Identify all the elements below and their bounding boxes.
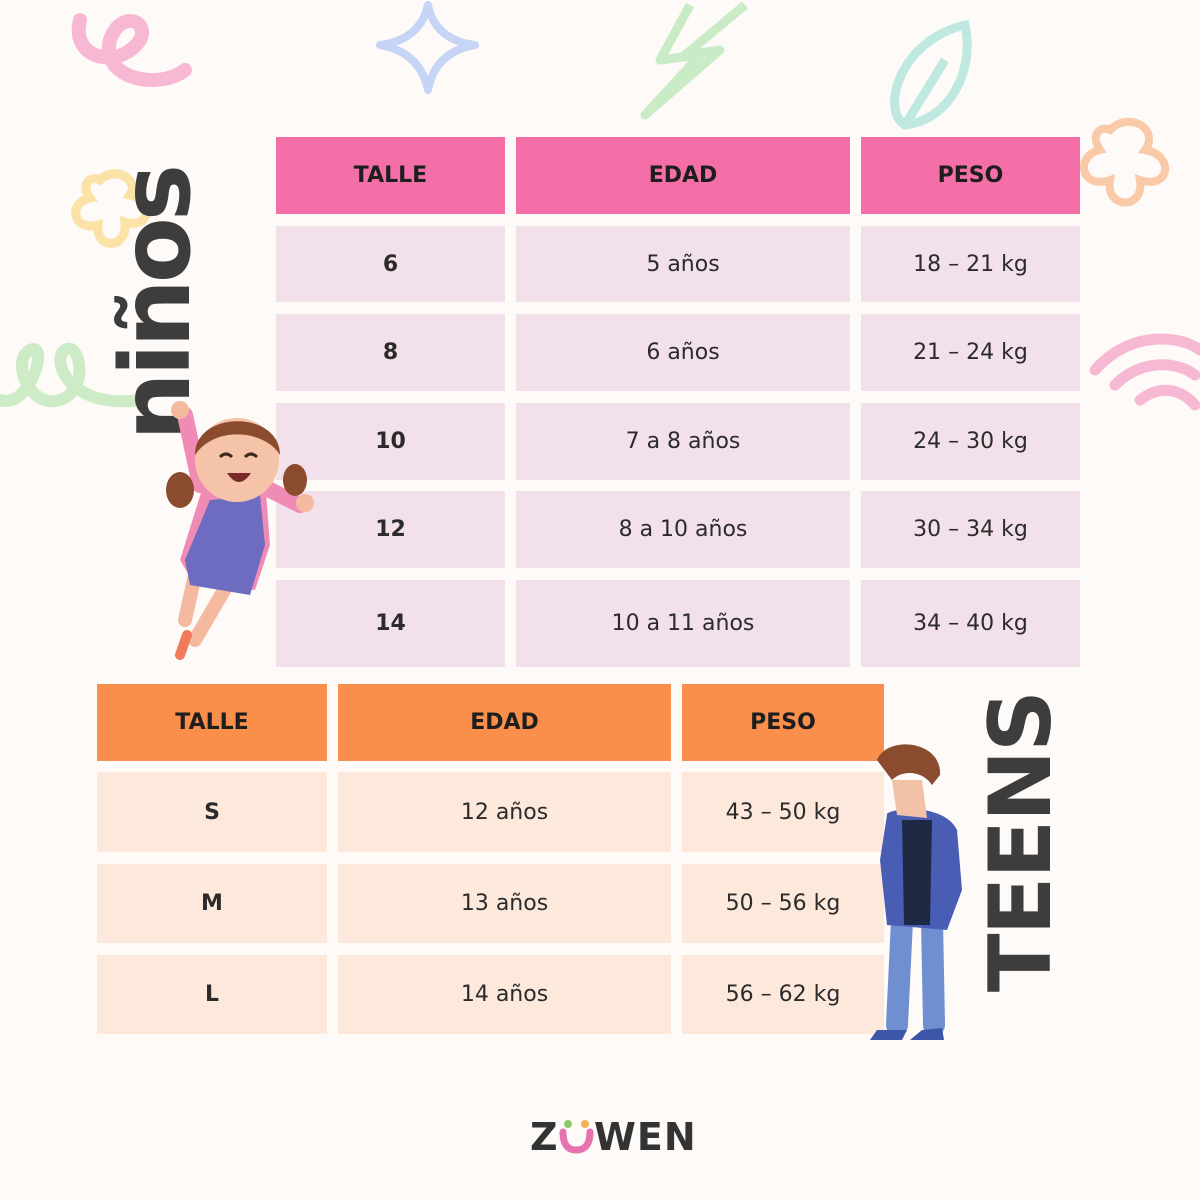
teens-talle: M	[97, 864, 327, 943]
teens-edad: 12 años	[338, 772, 671, 852]
ninos-peso: 18 – 21 kg	[861, 226, 1080, 302]
ninos-edad: 5 años	[516, 226, 850, 302]
teens-header-talle: TALLE	[97, 684, 327, 761]
svg-text:Z: Z	[530, 1115, 559, 1157]
teens-edad: 13 años	[338, 864, 671, 943]
zuweni-logo: Z WENI	[530, 1115, 711, 1159]
loops-doodle	[0, 342, 146, 408]
ninos-edad: 10 a 11 años	[516, 580, 850, 667]
flower-doodle	[1080, 117, 1169, 207]
teens-talle: L	[97, 955, 327, 1034]
teens-header-peso: PESO	[682, 684, 884, 761]
girl-illustration	[166, 401, 314, 660]
ninos-header-talle: TALLE	[276, 137, 505, 214]
ninos-talle: 6	[276, 226, 505, 302]
svg-text:WENI: WENI	[594, 1115, 695, 1157]
teens-peso: 43 – 50 kg	[682, 772, 884, 852]
star-doodle	[376, 1, 479, 94]
swirl-doodle	[71, 13, 192, 87]
ninos-edad: 7 a 8 años	[516, 403, 850, 480]
ninos-peso: 21 – 24 kg	[861, 314, 1080, 391]
ninos-edad: 8 a 10 años	[516, 491, 850, 568]
ninos-header-edad: EDAD	[516, 137, 850, 214]
leaf-doodle	[890, 19, 972, 130]
ninos-talle: 8	[276, 314, 505, 391]
ninos-peso: 24 – 30 kg	[861, 403, 1080, 480]
ninos-talle: 10	[276, 403, 505, 480]
flower-doodle-yellow	[71, 169, 151, 248]
ninos-talle: 12	[276, 491, 505, 568]
teens-peso: 56 – 62 kg	[682, 955, 884, 1034]
rainbow-doodle	[1089, 333, 1200, 411]
teens-edad: 14 años	[338, 955, 671, 1034]
teens-title: TEENS	[971, 692, 1071, 993]
boy-illustration	[870, 744, 962, 1040]
ninos-peso: 34 – 40 kg	[861, 580, 1080, 667]
ninos-talle: 14	[276, 580, 505, 667]
ninos-header-peso: PESO	[861, 137, 1080, 214]
teens-peso: 50 – 56 kg	[682, 864, 884, 943]
ninos-edad: 6 años	[516, 314, 850, 391]
lightning-doodle	[640, 1, 748, 120]
ninos-peso: 30 – 34 kg	[861, 491, 1080, 568]
brand-logo: Z WENI	[530, 1112, 711, 1167]
teens-talle: S	[97, 772, 327, 852]
teens-header-edad: EDAD	[338, 684, 671, 761]
